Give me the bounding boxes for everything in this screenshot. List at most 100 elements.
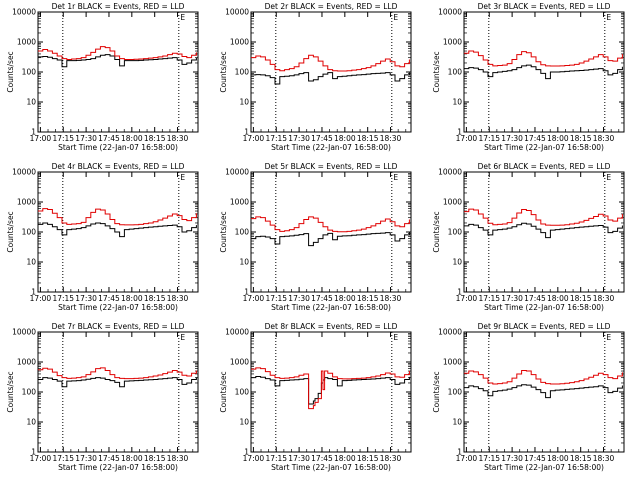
chart-title: Det 3r BLACK = Events, RED = LLD	[478, 2, 611, 11]
x-tick-label: 18:15	[357, 134, 379, 143]
x-tick-label: 17:30	[288, 454, 310, 463]
y-tick-label: 1000	[230, 198, 249, 207]
panel-det-7: Det 7r BLACK = Events, RED = LLD 1 10 100 10…	[6, 322, 199, 472]
panel-det-6: Det 6r BLACK = Events, RED = LLD 1 10 100 10…	[432, 162, 625, 312]
x-tick-label: 17:00	[456, 134, 478, 143]
y-tick-label: 10	[26, 98, 36, 107]
x-tick-label: 17:00	[243, 454, 265, 463]
x-tick-label: 18:15	[144, 134, 166, 143]
x-tick-label: 17:45	[98, 134, 120, 143]
corner-mark: E	[606, 333, 611, 342]
x-tick-label: 17:00	[30, 294, 52, 303]
x-tick-label: 18:15	[570, 134, 592, 143]
x-tick-label: 17:15	[478, 454, 500, 463]
series-lld	[38, 208, 197, 226]
x-tick-label: 18:30	[593, 134, 615, 143]
y-tick-label: 100	[22, 388, 37, 397]
series-lld	[38, 46, 197, 61]
chart-title: Det 6r BLACK = Events, RED = LLD	[478, 162, 611, 171]
x-tick-label: 17:15	[478, 294, 500, 303]
x-tick-label: 17:30	[75, 294, 97, 303]
x-axis-label: Start Time (22-Jan-07 16:58:00)	[271, 143, 391, 152]
y-tick-label: 1000	[230, 358, 249, 367]
series-lld	[251, 216, 410, 233]
series-events	[251, 232, 410, 247]
y-tick-label: 1	[457, 128, 462, 137]
x-tick-label: 17:45	[311, 454, 333, 463]
panel-det-1: Det 1r BLACK = Events, RED = LLD 1 10 100 10…	[6, 2, 199, 152]
x-tick-label: 17:30	[501, 294, 523, 303]
x-tick-label: 18:30	[380, 294, 402, 303]
x-axis-label: Start Time (22-Jan-07 16:58:00)	[58, 143, 178, 152]
x-tick-label: 17:45	[524, 454, 546, 463]
corner-mark: E	[180, 333, 185, 342]
x-axis-label: Start Time (22-Jan-07 16:58:00)	[58, 303, 178, 312]
x-tick-label: 17:45	[98, 454, 120, 463]
panel-det-4: Det 4r BLACK = Events, RED = LLD 1 10 100 10…	[6, 162, 199, 312]
panel-det-2: Det 2r BLACK = Events, RED = LLD 1 10 100 10…	[219, 2, 412, 152]
x-axis-label: Start Time (22-Jan-07 16:58:00)	[271, 463, 391, 472]
x-tick-label: 17:15	[265, 294, 287, 303]
x-tick-label: 18:30	[380, 454, 402, 463]
x-tick-label: 18:15	[144, 454, 166, 463]
series-lld	[251, 367, 410, 410]
y-axis-label: Counts/sec	[219, 51, 228, 92]
x-tick-label: 17:30	[75, 134, 97, 143]
x-tick-label: 17:45	[524, 134, 546, 143]
x-tick-label: 18:30	[593, 294, 615, 303]
x-tick-label: 17:00	[243, 134, 265, 143]
series-lld	[464, 50, 623, 67]
y-tick-label: 1000	[443, 38, 462, 47]
y-tick-label: 1	[31, 448, 36, 457]
x-tick-label: 17:00	[243, 294, 265, 303]
x-tick-label: 18:00	[334, 134, 356, 143]
series-events	[251, 375, 410, 405]
series-events	[38, 54, 197, 68]
plot-frame	[37, 11, 199, 133]
x-tick-label: 18:00	[547, 294, 569, 303]
series-events	[38, 377, 197, 388]
y-tick-label: 10	[239, 418, 249, 427]
y-tick-label: 10000	[438, 8, 462, 17]
y-tick-label: 10	[452, 418, 462, 427]
plot-frame	[250, 331, 412, 453]
y-tick-label: 1	[457, 288, 462, 297]
y-axis-label: Counts/sec	[6, 51, 15, 92]
panel-det-5: Det 5r BLACK = Events, RED = LLD 1 10 100 10…	[219, 162, 412, 312]
x-tick-label: 17:30	[501, 454, 523, 463]
chart-title: Det 4r BLACK = Events, RED = LLD	[52, 162, 185, 171]
y-tick-label: 10	[452, 258, 462, 267]
panel-det-9: Det 9r BLACK = Events, RED = LLD 1 10 100 10…	[432, 322, 625, 472]
y-axis-label: Counts/sec	[219, 371, 228, 412]
series-events	[464, 222, 623, 239]
x-tick-label: 18:00	[547, 134, 569, 143]
y-tick-label: 100	[235, 388, 250, 397]
x-axis-label: Start Time (22-Jan-07 16:58:00)	[484, 143, 604, 152]
corner-mark: E	[180, 13, 185, 22]
corner-mark: E	[393, 333, 398, 342]
y-tick-label: 1000	[17, 198, 36, 207]
x-tick-label: 18:15	[570, 454, 592, 463]
y-tick-label: 1000	[443, 358, 462, 367]
plot-frame	[250, 11, 412, 133]
x-tick-label: 17:00	[456, 454, 478, 463]
x-tick-label: 18:30	[167, 134, 189, 143]
y-tick-label: 10000	[438, 328, 462, 337]
corner-mark: E	[393, 13, 398, 22]
x-tick-label: 18:15	[570, 294, 592, 303]
x-tick-label: 18:00	[121, 134, 143, 143]
x-tick-label: 18:15	[357, 294, 379, 303]
y-tick-label: 10000	[12, 328, 36, 337]
y-tick-label: 1	[244, 128, 249, 137]
x-tick-label: 17:45	[524, 294, 546, 303]
x-tick-label: 18:30	[167, 454, 189, 463]
plot-frame	[37, 331, 199, 453]
x-tick-label: 17:45	[311, 134, 333, 143]
y-tick-label: 100	[448, 228, 463, 237]
chart-title: Det 1r BLACK = Events, RED = LLD	[52, 2, 185, 11]
y-tick-label: 10000	[438, 168, 462, 177]
x-axis-label: Start Time (22-Jan-07 16:58:00)	[58, 463, 178, 472]
series-events	[464, 64, 623, 80]
x-tick-label: 18:30	[380, 134, 402, 143]
